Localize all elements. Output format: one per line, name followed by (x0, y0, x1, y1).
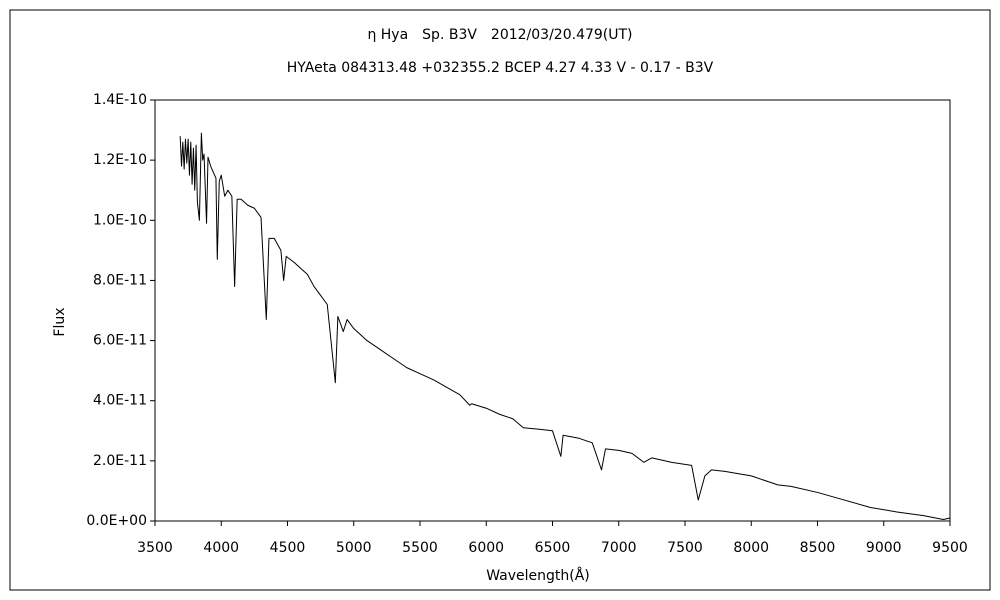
chart-title: η Hya Sp. B3V 2012/03/20.479(UT) (367, 27, 632, 43)
x-tick-label: 5000 (336, 540, 372, 556)
x-tick-label: 7500 (667, 540, 703, 556)
x-tick-label: 9500 (932, 540, 968, 556)
y-tick-label: 6.0E-11 (93, 333, 147, 349)
x-tick-label: 4500 (270, 540, 306, 556)
y-tick-label: 1.4E-10 (93, 92, 147, 108)
x-tick-label: 3500 (137, 540, 173, 556)
y-tick-label: 0.0E+00 (86, 513, 147, 529)
x-tick-label: 6000 (468, 540, 504, 556)
chart-frame (9, 9, 991, 591)
x-tick-label: 9000 (866, 540, 902, 556)
x-axis-label: Wavelength(Å) (486, 567, 590, 584)
y-tick-label: 1.2E-10 (93, 152, 147, 168)
y-tick-label: 8.0E-11 (93, 272, 147, 288)
x-tick-label: 8500 (800, 540, 836, 556)
y-axis-label: Flux (52, 307, 68, 336)
y-tick-label: 1.0E-10 (93, 212, 147, 228)
x-tick-label: 7000 (601, 540, 637, 556)
chart-subtitle: HYAeta 084313.48 +032355.2 BCEP 4.27 4.3… (287, 60, 714, 76)
spectrum-line (179, 132, 951, 520)
y-tick-label: 4.0E-11 (93, 393, 147, 409)
x-tick-label: 5500 (402, 540, 438, 556)
x-tick-label: 4000 (203, 540, 239, 556)
x-tick-label: 6500 (535, 540, 571, 556)
x-tick-label: 8000 (733, 540, 769, 556)
y-tick-label: 2.0E-11 (93, 453, 147, 469)
